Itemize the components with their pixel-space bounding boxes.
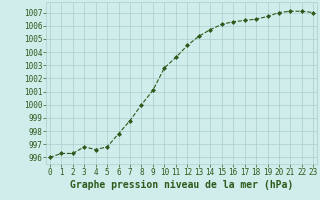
X-axis label: Graphe pression niveau de la mer (hPa): Graphe pression niveau de la mer (hPa) (70, 180, 293, 190)
